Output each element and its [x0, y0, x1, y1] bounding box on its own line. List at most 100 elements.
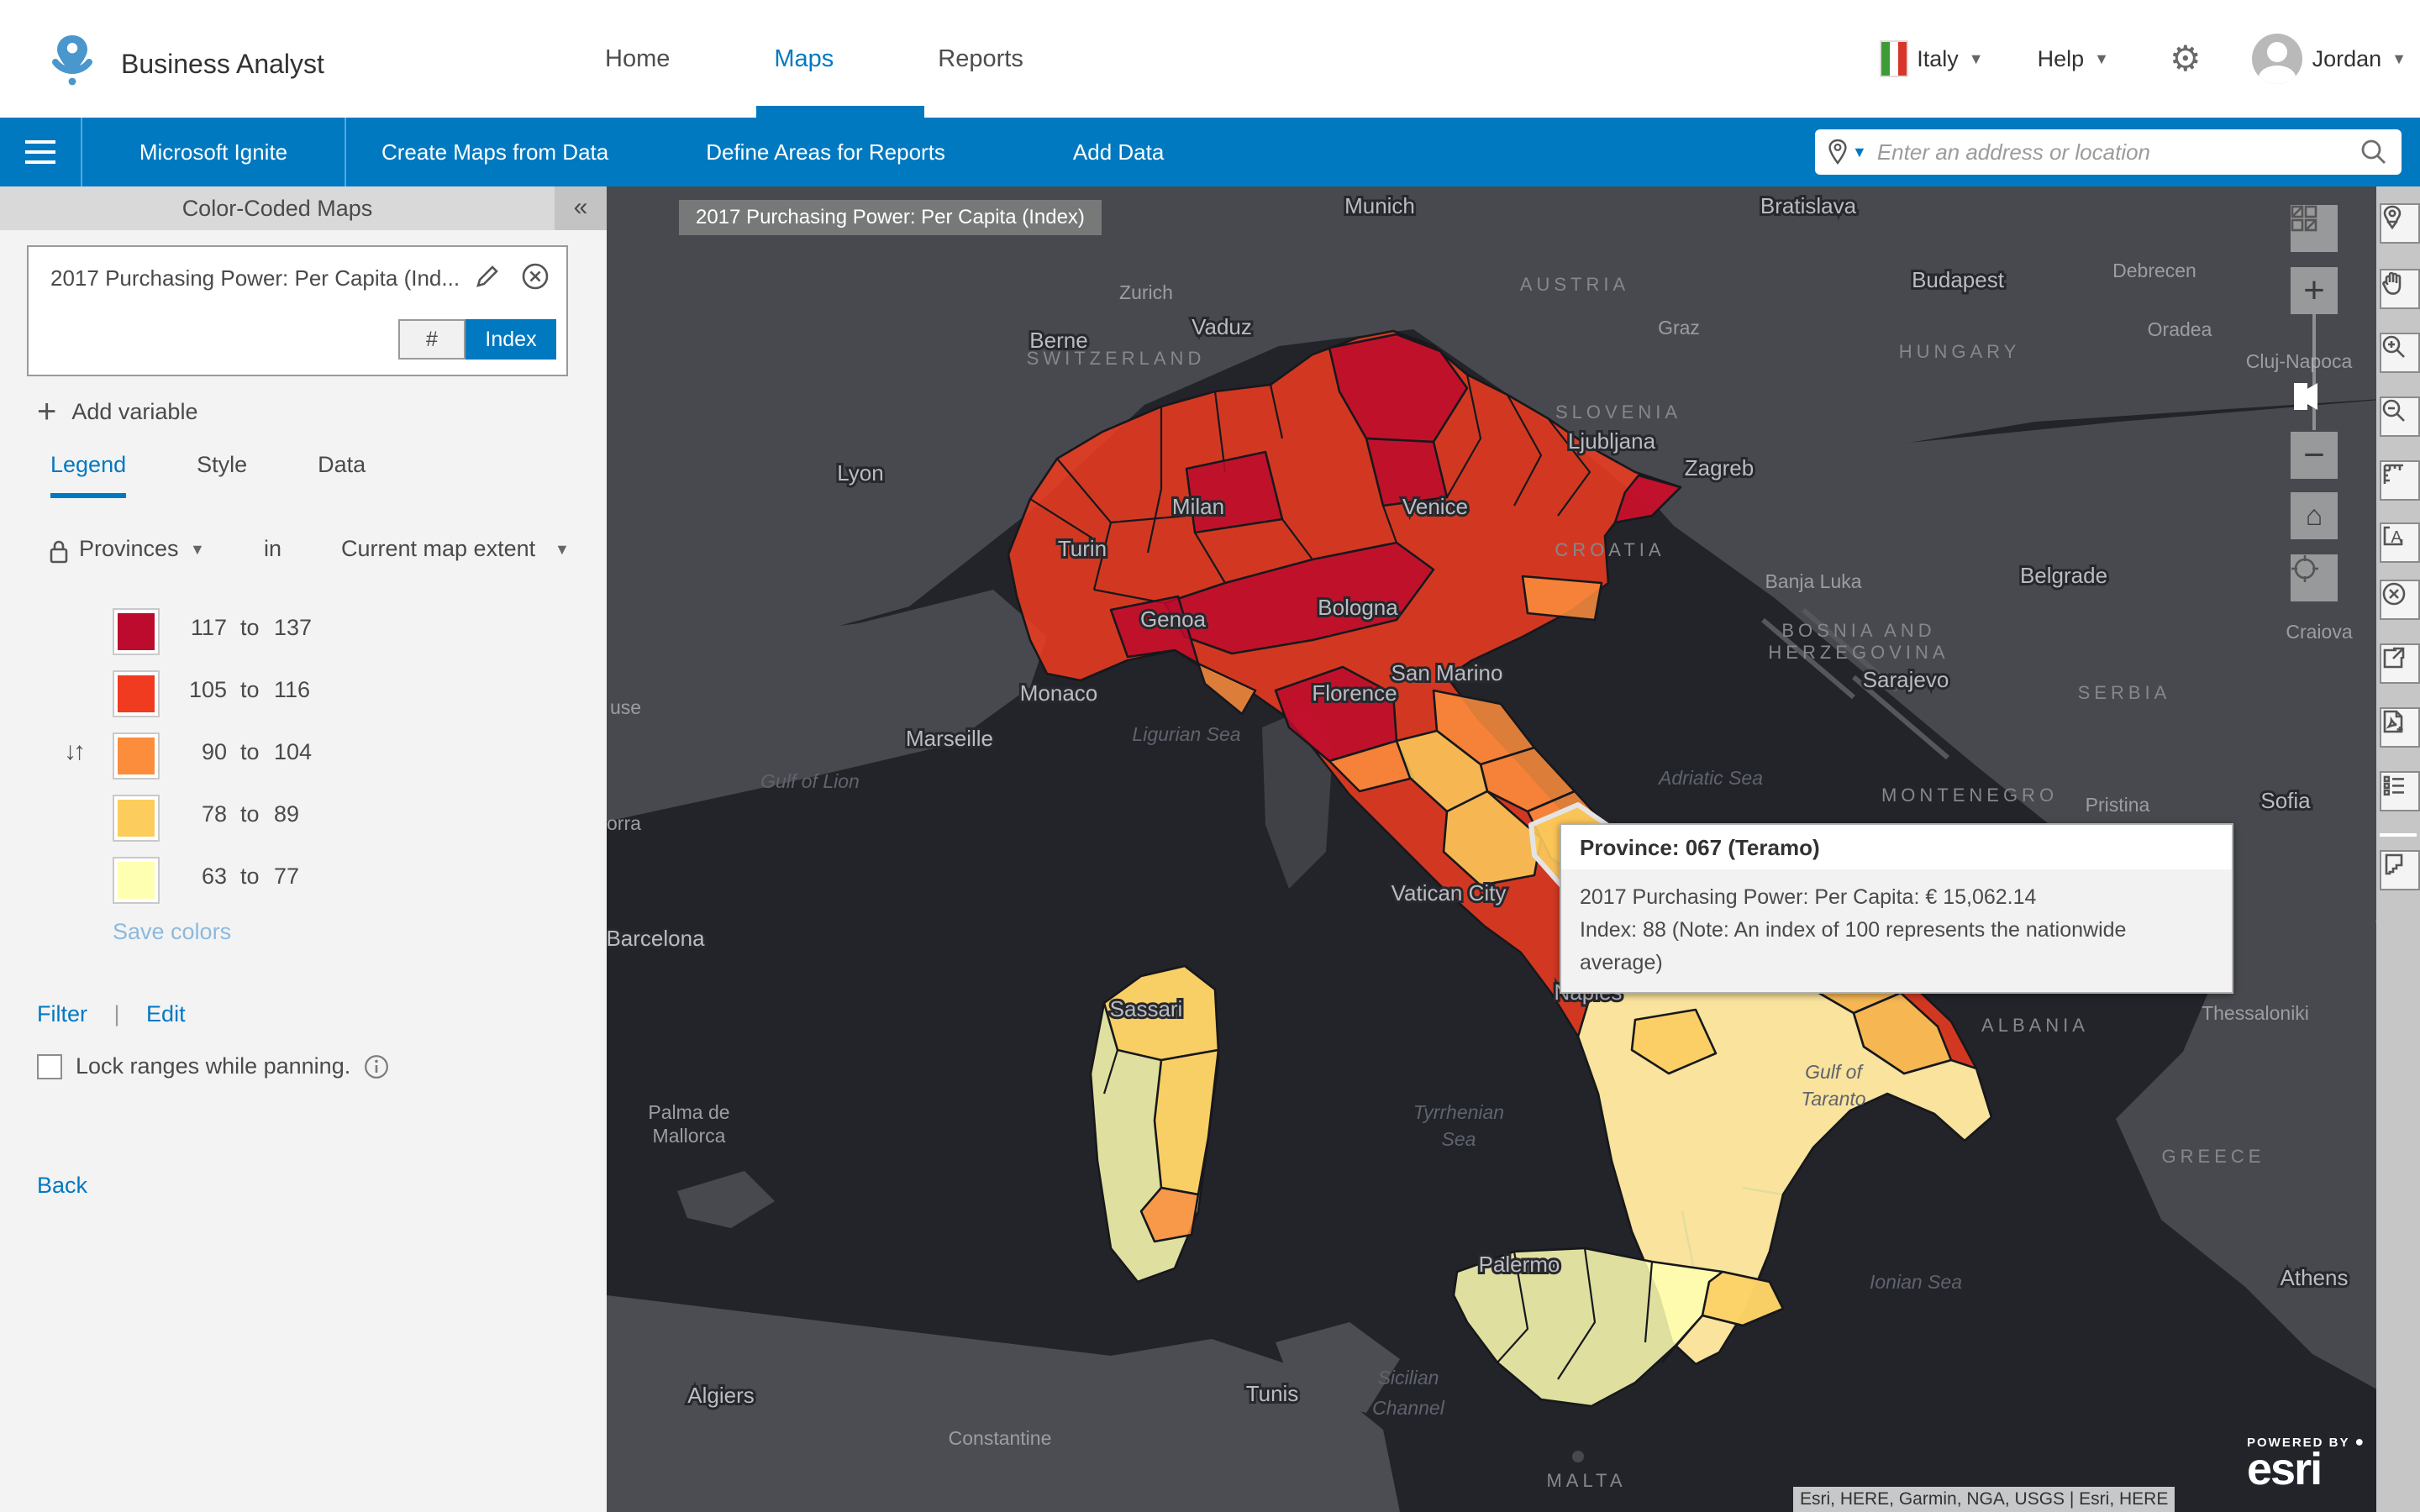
search-mode-caret-icon[interactable]: ▼	[1852, 143, 1867, 160]
variable-card: 2017 Purchasing Power: Per Capita (Ind..…	[27, 245, 568, 376]
color-coded-maps-panel: Color-Coded Maps « 2017 Purchasing Power…	[0, 186, 607, 1512]
toolbar-divider	[345, 118, 346, 186]
nav-tab-home[interactable]: Home	[605, 45, 671, 72]
coastal-islands	[1761, 607, 1949, 760]
map-label: use	[610, 696, 641, 718]
reorder-classes-icon[interactable]: ↓↑	[64, 738, 86, 765]
map-label: Graz	[1658, 317, 1700, 339]
map-label: Sofia	[2260, 788, 2311, 813]
measure-tool-button[interactable]	[2380, 460, 2420, 501]
toolbar-define-areas[interactable]: Define Areas for Reports	[706, 139, 945, 165]
add-variable-button[interactable]: + Add variable	[37, 393, 198, 430]
search-input[interactable]	[1873, 137, 2360, 167]
edit-link[interactable]: Edit	[146, 1001, 186, 1026]
map-tools-panel: A	[2376, 186, 2420, 1512]
map-label: HERZEGOVINA	[1768, 642, 1949, 663]
home-extent-button[interactable]: ⌂	[2291, 492, 2338, 539]
map-label: Sea	[1442, 1128, 1476, 1150]
map-label: Taranto	[1801, 1088, 1865, 1110]
map-label: Tunis	[1246, 1381, 1299, 1406]
pin-tool-button[interactable]	[2380, 203, 2420, 244]
country-label: Italy	[1917, 45, 1959, 71]
extent-dropdown[interactable]: Current map extent	[341, 536, 536, 561]
search-icon[interactable]	[2360, 138, 2388, 166]
toolbar-divider	[81, 118, 82, 186]
panel-tabs: Legend Style Data	[50, 452, 366, 498]
map-label: Sassari	[1110, 996, 1183, 1021]
chevron-down-icon[interactable]: ▼	[190, 541, 205, 558]
user-menu[interactable]: Jordan ▼	[2251, 34, 2407, 84]
class-color-swatch	[118, 800, 155, 837]
map-label: Bologna	[1318, 595, 1398, 620]
settings-button[interactable]: ⚙	[2170, 41, 2202, 76]
map-label: Channel	[1372, 1397, 1445, 1419]
tooltip-line-index: Index: 88 (Note: An index of 100 represe…	[1580, 917, 2127, 974]
map-label: Palermo	[1479, 1252, 1560, 1277]
zoom-slider[interactable]	[2312, 314, 2316, 430]
nav-tab-maps[interactable]: Maps	[774, 45, 834, 72]
toolbar-add-data[interactable]: Add Data	[1072, 139, 1165, 165]
map-label: AUSTRIA	[1520, 274, 1629, 295]
panel-title: Color-Coded Maps	[182, 196, 373, 221]
locate-button[interactable]	[2291, 554, 2338, 601]
bookmark-steps-button[interactable]	[2380, 850, 2420, 890]
filter-edit-row: Filter | Edit	[37, 1001, 186, 1027]
menu-button[interactable]	[0, 140, 81, 164]
map-label: CROATIA	[1555, 539, 1665, 560]
lock-ranges-checkbox[interactable]	[37, 1053, 62, 1079]
export-pdf-button[interactable]	[2380, 707, 2420, 748]
map-label: Florence	[1312, 680, 1397, 706]
map-label: Mallorca	[653, 1125, 726, 1147]
user-name: Jordan	[2312, 45, 2382, 71]
map-label: MALTA	[1546, 1470, 1626, 1491]
collapse-panel-button[interactable]: «	[555, 186, 607, 230]
clear-selection-button[interactable]	[2380, 580, 2420, 620]
italy-provinces[interactable]	[1007, 329, 1993, 1408]
class-color-swatch	[118, 675, 155, 712]
edit-pencil-icon[interactable]	[474, 263, 501, 290]
map-label: Budapest	[1912, 267, 2005, 292]
geo-level-dropdown[interactable]: Provinces	[79, 536, 179, 561]
tab-style[interactable]: Style	[197, 452, 248, 477]
toggle-index[interactable]: Index	[466, 319, 556, 360]
filter-link[interactable]: Filter	[37, 1001, 87, 1026]
pan-hand-tool-button[interactable]	[2380, 269, 2420, 309]
location-pin-icon	[1828, 139, 1847, 165]
export-map-button[interactable]	[2380, 643, 2420, 684]
remove-variable-icon[interactable]	[521, 262, 550, 291]
map-label: Banja Luka	[1765, 570, 1861, 592]
value-type-toggle: # Index	[398, 319, 556, 360]
save-colors-link[interactable]: Save colors	[113, 919, 232, 944]
map-label: Vaduz	[1192, 314, 1252, 339]
avatar	[2251, 34, 2302, 84]
back-link[interactable]: Back	[37, 1173, 88, 1198]
zoom-slider-handle[interactable]	[2294, 383, 2317, 410]
toolbar-create-maps[interactable]: Create Maps from Data	[381, 139, 609, 165]
zoom-in-button[interactable]: +	[2291, 267, 2338, 314]
nav-tab-reports[interactable]: Reports	[938, 45, 1023, 72]
chevron-down-icon[interactable]: ▼	[555, 541, 570, 558]
tab-data[interactable]: Data	[318, 452, 366, 477]
map-label: Venice	[1402, 494, 1468, 519]
tooltip-line-purchasing-power: 2017 Purchasing Power: Per Capita: € 15,…	[1580, 885, 2037, 909]
active-tab-indicator	[756, 106, 924, 118]
zoom-out-button[interactable]: −	[2291, 432, 2338, 479]
basemap-gallery-button[interactable]	[2291, 205, 2338, 252]
divider: |	[113, 1001, 120, 1026]
address-search[interactable]: ▼	[1815, 129, 2402, 175]
info-icon[interactable]	[364, 1054, 389, 1079]
toolbar-project-name[interactable]: Microsoft Ignite	[139, 139, 288, 165]
map-label: Barcelona	[607, 926, 705, 951]
toggle-number[interactable]: #	[398, 319, 466, 360]
map-canvas[interactable]: Munich Bratislava Zurich Vaduz AUSTRIA Budape…	[607, 186, 2420, 1512]
zoom-in-tool-button[interactable]	[2380, 333, 2420, 373]
esri-logo: POWERED BY ● esri	[2247, 1433, 2366, 1494]
map-label: Oradea	[2148, 318, 2212, 340]
label-tool-button[interactable]: A	[2380, 522, 2420, 563]
help-menu[interactable]: Help ▼	[2038, 46, 2109, 72]
tab-legend[interactable]: Legend	[50, 452, 127, 498]
zoom-out-tool-button[interactable]	[2380, 396, 2420, 437]
country-selector[interactable]: Italy ▼	[1881, 42, 1984, 76]
legend-list-button[interactable]	[2380, 771, 2420, 811]
